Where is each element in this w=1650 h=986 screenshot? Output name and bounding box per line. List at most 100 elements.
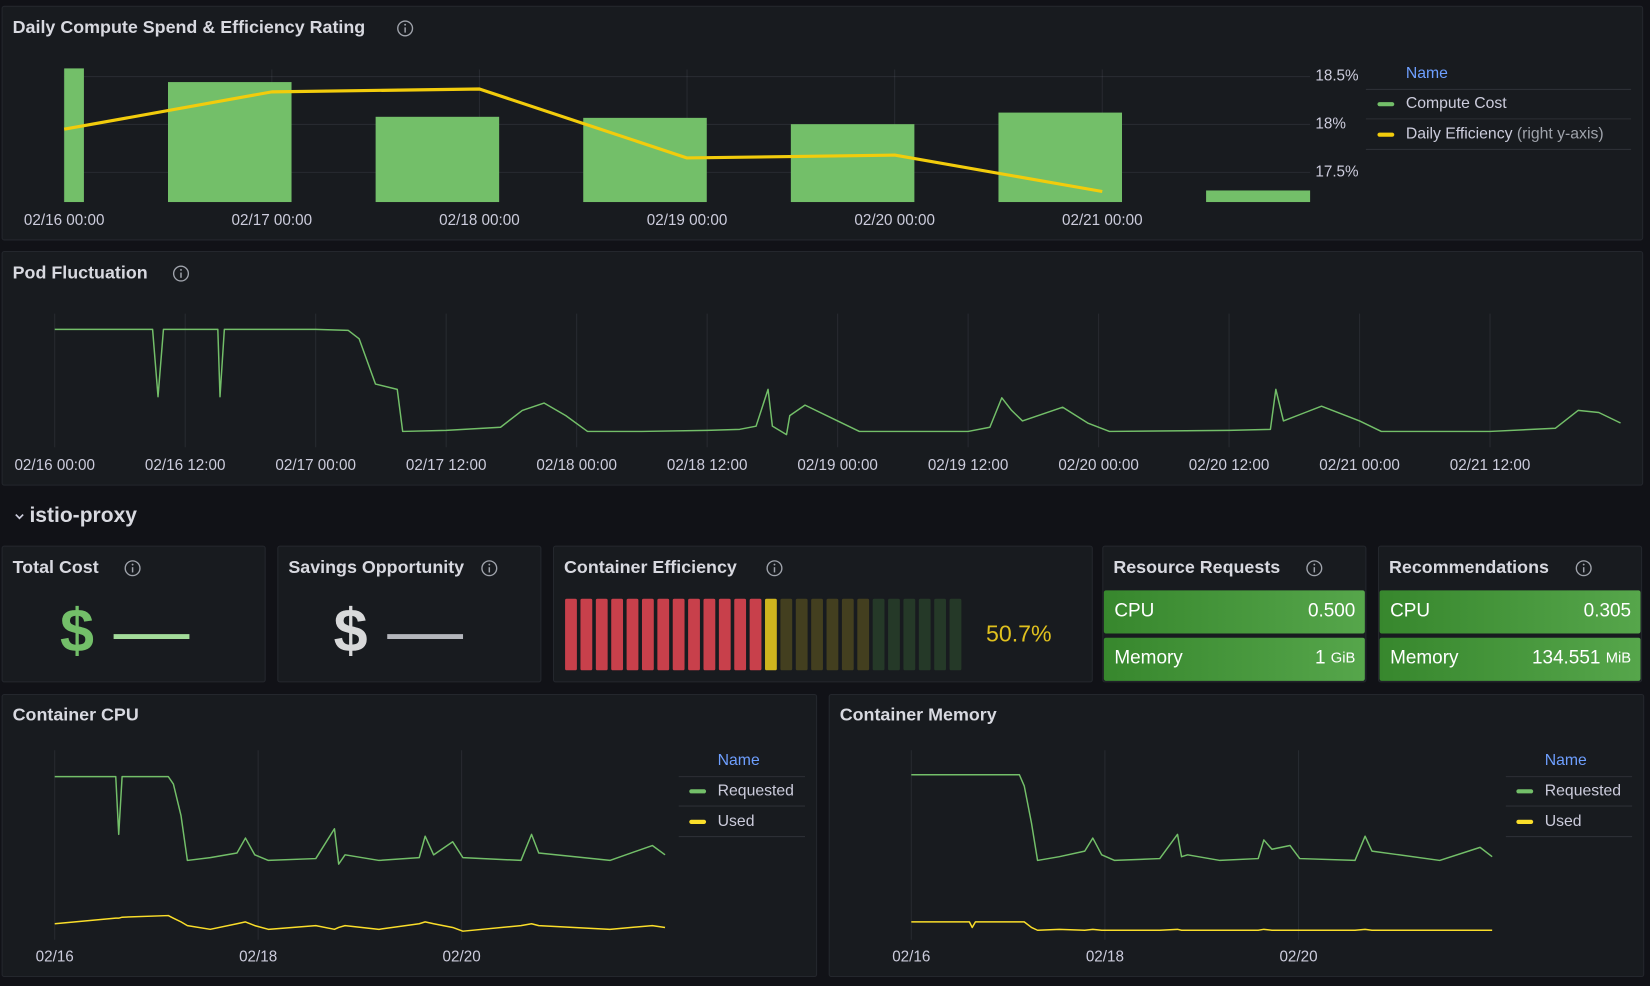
gauge-segment <box>657 598 670 671</box>
x-tick-label: 02/19 00:00 <box>647 212 728 229</box>
gauge-segment <box>918 598 931 671</box>
info-icon[interactable] <box>1306 560 1323 577</box>
legend-title: Name <box>1406 65 1448 82</box>
bar-group <box>64 68 1311 203</box>
info-icon-ring <box>1575 560 1592 577</box>
x-tick-label: 02/16 12:00 <box>145 457 226 474</box>
legend-name: Daily Efficiency <box>1406 126 1513 143</box>
gauge-segment <box>765 598 777 671</box>
x-tick-label: 02/16 00:00 <box>24 212 105 229</box>
x-tick-label: 02/21 00:00 <box>1319 457 1400 474</box>
panel <box>1 545 266 683</box>
gauge-segment <box>857 598 870 671</box>
info-icon[interactable] <box>766 560 783 577</box>
x-tick-label: 02/18 <box>1086 949 1124 966</box>
panel-title: Total Cost <box>13 557 99 577</box>
x-tick-label: 02/20 <box>443 949 481 966</box>
legend-swatch <box>1516 789 1534 794</box>
info-icon[interactable] <box>172 265 190 282</box>
gauge-segment <box>872 598 885 671</box>
info-icon-ring <box>481 560 498 577</box>
info-icon-ring <box>766 560 783 577</box>
section-chevron[interactable] <box>15 513 24 520</box>
x-tick-label: 02/17 00:00 <box>275 457 356 474</box>
x-tick-label: 02/18 <box>239 949 277 966</box>
x-tick-label: 02/20 <box>1279 949 1317 966</box>
gauge-segment <box>641 598 654 671</box>
stat-row <box>1379 637 1641 681</box>
x-tick-label: 02/17 00:00 <box>232 212 313 229</box>
gauge-segment <box>795 598 808 671</box>
stat-value: — <box>387 588 463 671</box>
legend-label[interactable]: Used <box>718 813 755 830</box>
info-icon[interactable] <box>124 560 141 577</box>
y2-tick-label: 17.5% <box>1315 163 1359 180</box>
stat-row <box>1379 590 1641 634</box>
x-tick-label: 02/16 <box>36 949 74 966</box>
info-icon-ring <box>397 20 414 37</box>
stat-row-name: CPU <box>1114 600 1154 621</box>
x-tick-label: 02/20 00:00 <box>1058 457 1139 474</box>
stat-row-unit: MiB <box>1606 651 1632 667</box>
gauge-segment <box>626 598 639 671</box>
x-tick-label: 02/20 00:00 <box>854 212 935 229</box>
x-axis: 02/16 00:00 02/16 12:00 02/17 00:00 02/17 1… <box>14 313 1531 474</box>
panel <box>1 693 818 978</box>
legend-label[interactable]: Daily Efficiency (right y-axis) <box>1406 126 1604 143</box>
y2-tick-label: 18% <box>1315 115 1346 132</box>
stat-row-name: CPU <box>1390 600 1430 621</box>
info-icon[interactable] <box>1575 560 1592 577</box>
legend-label[interactable]: Requested <box>718 782 794 799</box>
stat-value: — <box>114 588 190 671</box>
x-tick-label: 02/19 12:00 <box>928 457 1009 474</box>
legend-name: Requested <box>718 782 794 799</box>
x-tick-label: 02/21 12:00 <box>1450 457 1531 474</box>
bar <box>790 124 915 203</box>
x-axis: 02/16 02/18 02/20 <box>892 750 1318 966</box>
panel-title: Daily Compute Spend & Efficiency Rating <box>13 17 366 37</box>
panel-title: Resource Requests <box>1113 557 1280 577</box>
line-series <box>54 914 666 932</box>
bar <box>1206 190 1311 203</box>
legend-swatch <box>689 819 707 824</box>
bar <box>167 82 292 203</box>
stat-row-number: 0.305 <box>1584 600 1631 621</box>
x-tick-label: 02/18 00:00 <box>536 457 617 474</box>
x-tick-label: 02/16 <box>892 949 930 966</box>
panel-title: Container CPU <box>13 704 139 724</box>
gauge-segment <box>595 598 608 671</box>
info-icon[interactable] <box>481 560 498 577</box>
bar <box>375 116 500 203</box>
panel <box>1 250 1644 486</box>
line-series <box>911 921 1493 931</box>
gauge-segment <box>565 598 577 671</box>
gauge-segment <box>688 598 700 671</box>
gauge-segment <box>749 598 762 671</box>
panel-title: Container Efficiency <box>564 557 737 577</box>
stat-row-number: 1 <box>1315 648 1326 669</box>
stat-prefix: $ <box>60 597 94 665</box>
legend-label[interactable]: Used <box>1545 813 1582 830</box>
info-icon-ring <box>1306 560 1323 577</box>
info-icon[interactable] <box>397 20 414 37</box>
panel <box>277 545 542 683</box>
gauge-segment <box>780 598 793 671</box>
legend-label[interactable]: Compute Cost <box>1406 95 1507 112</box>
panel-title: Recommendations <box>1389 557 1549 577</box>
legend-title: Name <box>1545 752 1587 769</box>
gauge-segment <box>703 598 716 671</box>
bar <box>998 112 1123 203</box>
stat-row-name: Memory <box>1114 648 1183 669</box>
stat-row-unit: GiB <box>1331 651 1356 667</box>
panel <box>828 693 1645 978</box>
gauge-segment <box>718 598 731 671</box>
legend-label[interactable]: Requested <box>1545 782 1621 799</box>
gauge-segment <box>580 598 593 671</box>
x-tick-label: 02/16 00:00 <box>14 457 95 474</box>
legend-swatch <box>689 789 707 794</box>
line-series <box>54 775 666 865</box>
legend-name: Compute Cost <box>1406 95 1507 112</box>
gauge-segment <box>949 598 962 671</box>
legend-swatch <box>1377 102 1395 107</box>
